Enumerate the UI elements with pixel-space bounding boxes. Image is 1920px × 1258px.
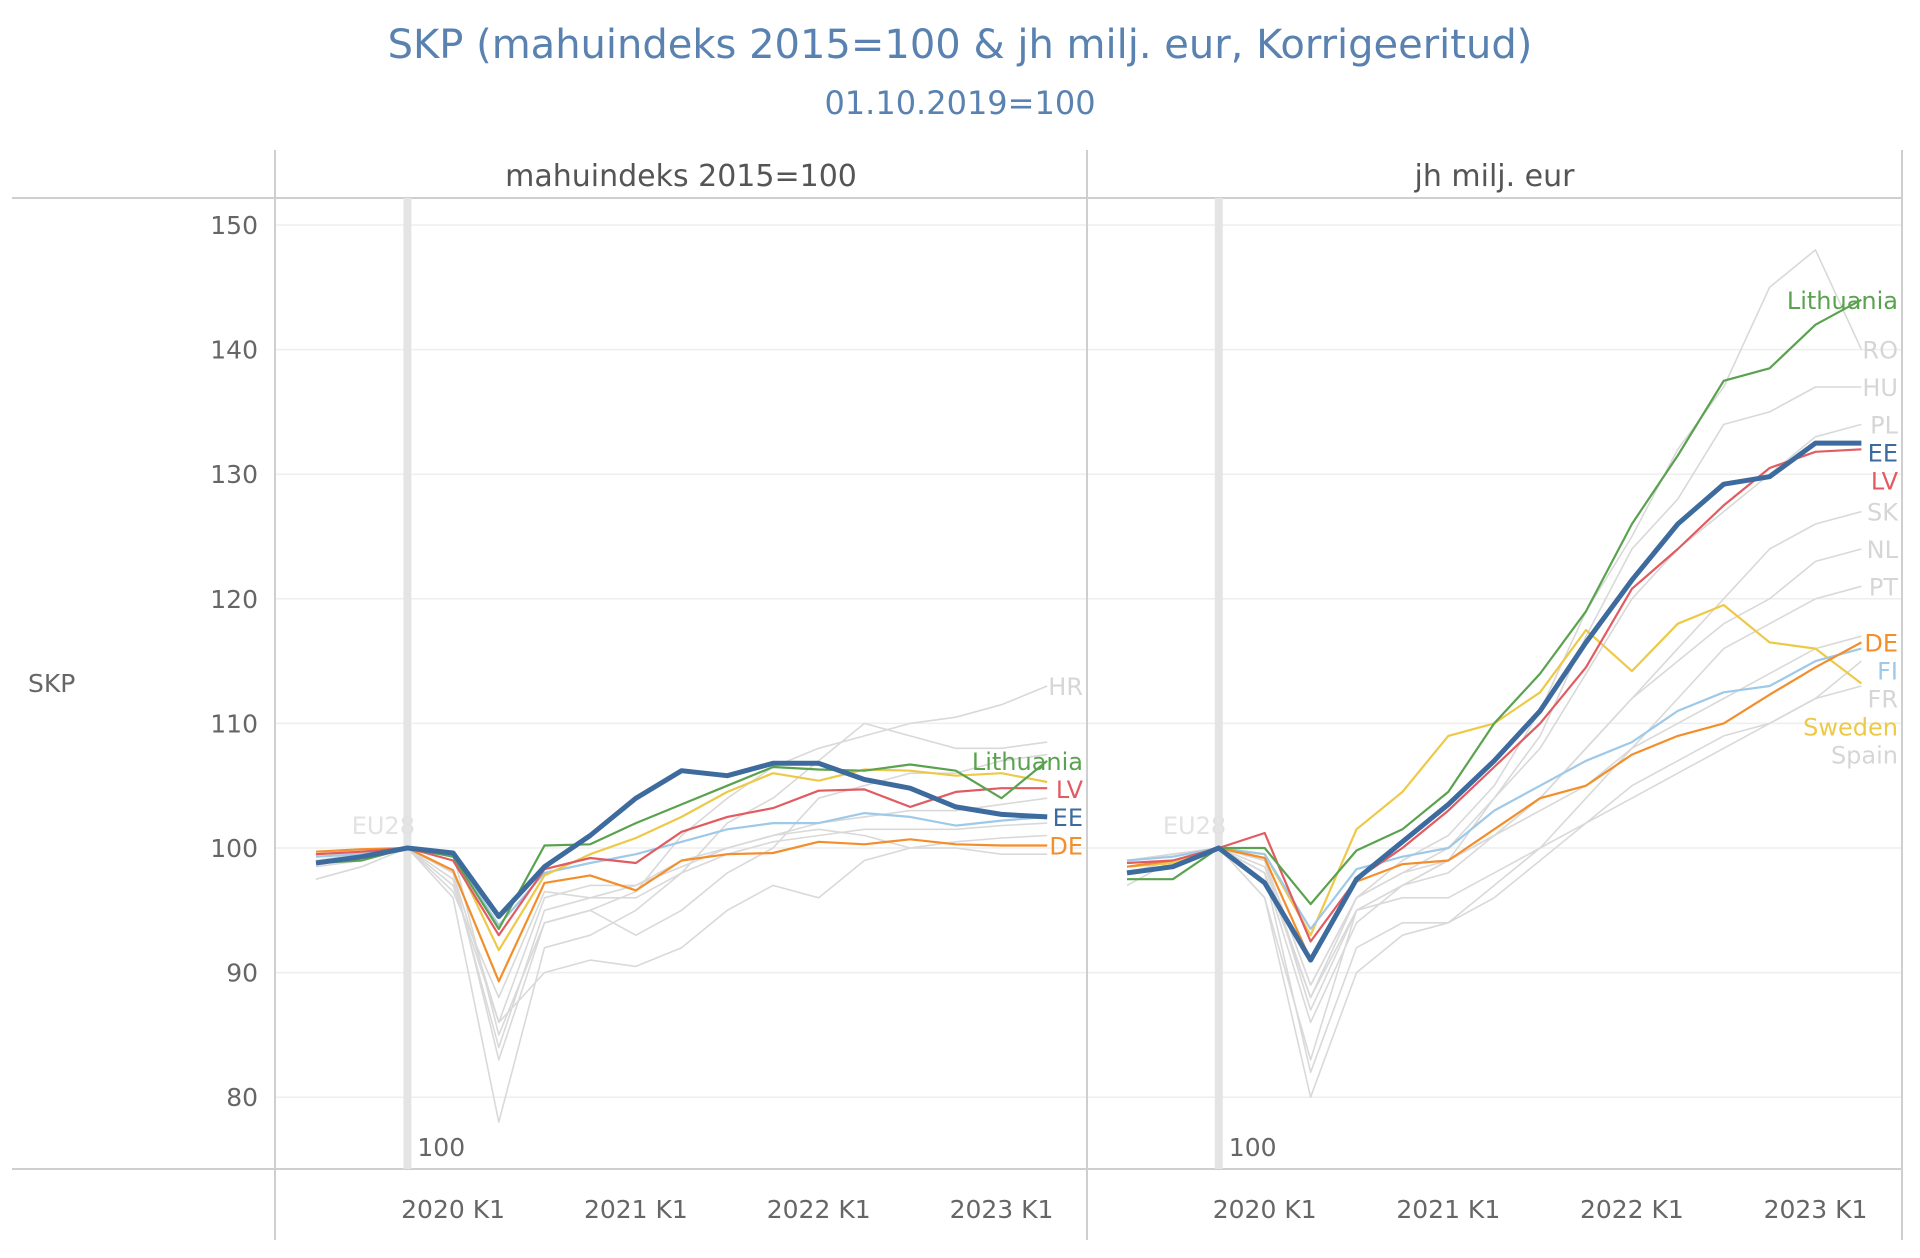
x-tick-label: 2023 K1 bbox=[950, 1195, 1054, 1224]
y-tick-label: 100 bbox=[210, 834, 258, 863]
series-line-lithuania bbox=[1127, 298, 1862, 906]
y-tick-label: 130 bbox=[210, 460, 258, 489]
series-line-lv bbox=[1126, 448, 1862, 943]
series-line-eu28 bbox=[1126, 635, 1862, 999]
series-label: FR bbox=[1868, 685, 1898, 713]
series-line-fi bbox=[1126, 647, 1862, 931]
series-line-de bbox=[1126, 641, 1862, 962]
series-label: EU28 bbox=[1163, 812, 1226, 840]
series-line-ee bbox=[315, 760, 1048, 919]
x-tick-label: 2021 K1 bbox=[584, 1195, 688, 1224]
x-tick-label: 2022 K1 bbox=[1580, 1195, 1684, 1224]
series-label: Spain bbox=[1831, 741, 1898, 769]
panel-header: mahuindeks 2015=100 bbox=[505, 159, 857, 194]
series-line-de bbox=[315, 838, 1048, 983]
series-label: LV bbox=[1056, 776, 1084, 804]
y-tick-label: 110 bbox=[210, 709, 258, 738]
x-tick-label: 2021 K1 bbox=[1396, 1195, 1500, 1224]
series-line-lv bbox=[315, 787, 1048, 937]
x-tick-label: 2020 K1 bbox=[1213, 1195, 1317, 1224]
series-label: Lithuania bbox=[972, 748, 1083, 776]
x-tick-label: 2022 K1 bbox=[767, 1195, 871, 1224]
series-line-spain bbox=[1126, 685, 1862, 1098]
series-label: FI bbox=[1877, 657, 1898, 685]
series-line-eu28 bbox=[315, 822, 1048, 999]
series-line-other bbox=[315, 834, 1048, 1024]
reference-line-label: 100 bbox=[1229, 1133, 1277, 1162]
series-line-ee bbox=[1126, 440, 1862, 963]
series-label: DE bbox=[1049, 833, 1083, 861]
chart-subtitle: 01.10.2019=100 bbox=[824, 84, 1096, 122]
series-line-pl bbox=[1126, 423, 1862, 986]
chart-title: SKP (mahuindeks 2015=100 & jh milj. eur,… bbox=[387, 22, 1533, 68]
series-label: RO bbox=[1862, 337, 1898, 365]
series-label: Lithuania bbox=[1787, 287, 1898, 315]
series-line-other bbox=[315, 722, 1048, 1123]
reference-line-label: 100 bbox=[417, 1133, 465, 1162]
series-label: NL bbox=[1867, 536, 1899, 564]
series-label: PT bbox=[1869, 573, 1898, 601]
series-label: PL bbox=[1870, 411, 1898, 439]
series-label: Sweden bbox=[1803, 713, 1898, 741]
y-axis-label: SKP bbox=[28, 669, 75, 698]
y-tick-label: 80 bbox=[226, 1083, 258, 1112]
y-tick-label: 120 bbox=[210, 585, 258, 614]
series-label: HR bbox=[1048, 673, 1083, 701]
x-tick-label: 2020 K1 bbox=[401, 1195, 505, 1224]
x-tick-label: 2023 K1 bbox=[1764, 1195, 1868, 1224]
reference-line bbox=[403, 198, 412, 1169]
series-line-other bbox=[315, 828, 1048, 1049]
series-line-nl bbox=[1126, 548, 1862, 999]
series-label: EU28 bbox=[352, 812, 415, 840]
y-tick-label: 140 bbox=[210, 336, 258, 365]
y-tick-label: 150 bbox=[210, 211, 258, 240]
reference-line bbox=[1214, 198, 1223, 1169]
series-label: SK bbox=[1867, 499, 1899, 527]
series-line-ro bbox=[1126, 249, 1863, 986]
series-label: EE bbox=[1868, 439, 1898, 467]
series-label: DE bbox=[1864, 629, 1898, 657]
y-tick-label: 90 bbox=[226, 959, 258, 988]
series-label: LV bbox=[1871, 467, 1899, 495]
panel-header: jh milj. eur bbox=[1414, 159, 1576, 194]
series-label: HU bbox=[1862, 374, 1898, 402]
series-label: EE bbox=[1053, 804, 1083, 832]
